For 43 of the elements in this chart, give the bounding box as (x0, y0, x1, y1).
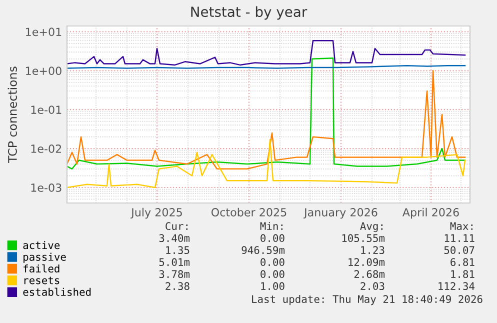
line-series (67, 40, 466, 66)
legend-label: resets (24, 276, 60, 284)
text: 2.68m (354, 270, 385, 278)
text: Cur: (166, 222, 188, 230)
y-tick-label: 1e-02 (31, 144, 62, 153)
text: 3.78m (159, 270, 190, 278)
line-series (67, 138, 466, 188)
legend-label: failed (24, 264, 60, 273)
y-tick-label: 1e+01 (26, 28, 62, 36)
text: 1.23 (361, 246, 384, 254)
x-tick-label: July 2025 (130, 208, 182, 219)
legend-label: established (23, 288, 91, 296)
text: 112.34 (438, 282, 475, 290)
x-tick-label: April 2026 (402, 208, 459, 219)
text: Avg: (360, 222, 382, 232)
text: 1.35 (166, 246, 190, 254)
chart-title: Netstat - by year (191, 6, 308, 20)
text: 1.00 (261, 282, 284, 290)
text: 0.00 (260, 270, 284, 278)
text: 3.40m (159, 234, 190, 242)
x-tick-label: January 2026 (303, 208, 378, 219)
text: Max: (450, 222, 472, 230)
y-axis-title: TCP connections (8, 66, 17, 163)
text: 2.38 (166, 282, 190, 290)
text: 6.81 (450, 258, 474, 266)
legend-label: passive (24, 252, 66, 263)
text: 2.03 (360, 282, 384, 290)
text: Min: (260, 222, 282, 230)
text: 50.07 (444, 246, 474, 254)
text: 946.59m (242, 246, 285, 254)
y-tick-label: 1e-01 (31, 106, 62, 114)
x-tick-label: October 2025 (211, 208, 286, 216)
y-tick-label: 1e+00 (26, 66, 62, 76)
text: 5.01m (159, 258, 190, 266)
text: 11.11 (444, 234, 474, 242)
text: 0.00 (260, 234, 284, 242)
text: Last update: Thu May 21 18:40:49 2026 (252, 294, 482, 306)
text: 0.00 (260, 258, 284, 266)
text: 12.09m (348, 258, 385, 266)
text: 105.55m (342, 234, 385, 242)
text: 1.81 (451, 270, 474, 278)
y-tick-label: 1e-03 (31, 183, 62, 192)
legend-label: active (23, 241, 60, 250)
